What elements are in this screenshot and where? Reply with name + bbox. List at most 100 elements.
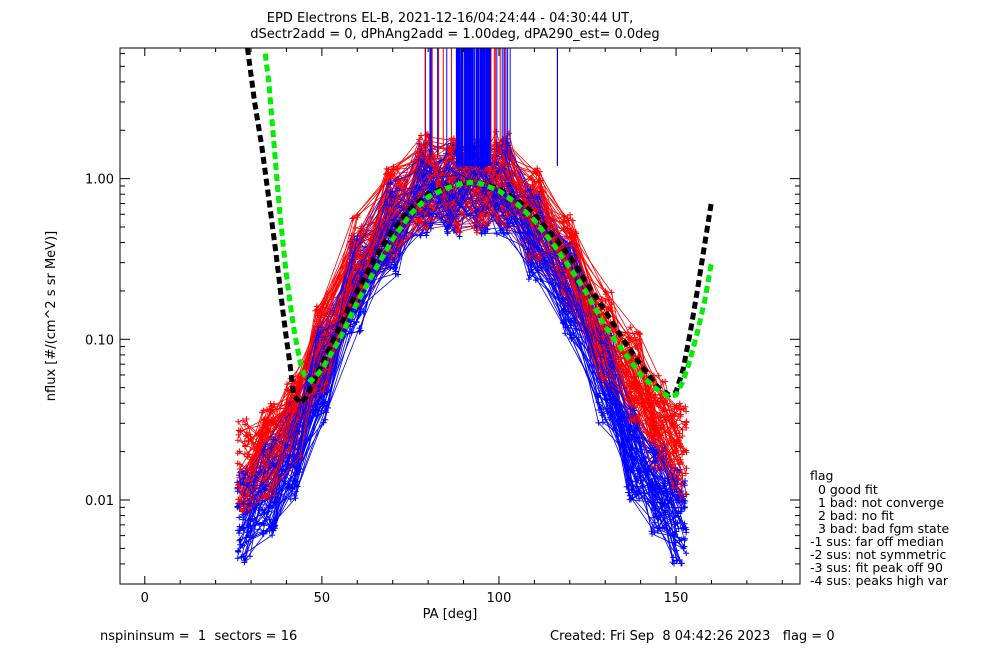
red-data-point: [629, 396, 636, 402]
blue-data-point: [261, 507, 268, 513]
red-data-point: [631, 416, 638, 423]
blue-data-point: [683, 529, 690, 536]
red-data-point: [263, 471, 270, 478]
blue-data-point: [428, 184, 435, 191]
red-data-point: [607, 304, 614, 311]
blue-data-point: [420, 213, 427, 220]
blue-data-point: [323, 373, 330, 379]
red-spectrum-line: [248, 134, 677, 455]
red-data-point: [355, 264, 362, 271]
red-data-point: [599, 374, 606, 381]
footer-created-info: Created: Fri Sep 8 04:42:26 2023 flag = …: [550, 629, 835, 644]
blue-data-point: [444, 230, 451, 237]
fit-green-curve: [262, 53, 714, 400]
red-data-point: [396, 177, 403, 184]
blue-data-point: [269, 532, 276, 539]
red-data-point: [234, 437, 241, 444]
red-data-point: [677, 411, 684, 418]
red-data-point: [628, 388, 634, 395]
red-data-point: [354, 214, 361, 221]
red-data-point: [473, 187, 480, 194]
red-data-point: [683, 465, 690, 472]
red-data-point: [351, 241, 358, 248]
x-tick-label: 100: [487, 591, 512, 606]
blue-data-point: [456, 233, 463, 240]
red-data-point: [628, 373, 635, 380]
red-data-point: [537, 168, 543, 175]
red-data-point: [284, 386, 291, 393]
red-spectrum-line: [250, 144, 675, 499]
red-data-point: [651, 421, 658, 428]
y-axis-label: nflux [#/(cm^2 s sr MeV)]: [44, 231, 59, 401]
red-data-point: [679, 451, 686, 458]
red-data-point: [247, 482, 254, 489]
red-data-point: [602, 298, 609, 305]
blue-spectrum-line: [238, 189, 686, 540]
blue-spectrum-line: [243, 168, 677, 532]
red-data-point: [286, 405, 293, 412]
legend-entry: 1 bad: not converge: [810, 495, 944, 510]
red-data-point: [526, 253, 533, 259]
x-axis-label: PA [deg]: [423, 607, 478, 622]
blue-data-point: [650, 482, 657, 489]
red-data-point: [568, 242, 575, 249]
red-data-point: [235, 496, 242, 503]
red-data-point: [427, 202, 434, 209]
blue-data-point: [630, 456, 637, 463]
red-data-point: [649, 463, 656, 470]
blue-data-point: [446, 216, 453, 223]
legend-title: flag: [810, 468, 833, 483]
blue-data-point: [567, 317, 574, 324]
red-data-point: [427, 174, 434, 181]
blue-data-point: [683, 550, 690, 557]
blue-data-point: [681, 500, 688, 507]
blue-data-point: [568, 336, 575, 342]
blue-data-point: [356, 328, 363, 335]
red-data-point: [241, 438, 248, 445]
blue-data-point: [238, 554, 245, 561]
blue-data-point: [264, 528, 270, 535]
blue-data-point: [661, 475, 668, 482]
blue-data-point: [322, 416, 329, 423]
blue-data-point: [562, 330, 569, 337]
blue-spectrum-line: [249, 187, 685, 509]
red-data-point: [450, 199, 457, 205]
x-tick-label: 150: [664, 591, 689, 606]
blue-data-point: [289, 451, 296, 458]
blue-data-point: [678, 508, 685, 515]
red-data-point: [605, 296, 612, 303]
red-data-point: [235, 418, 242, 425]
red-data-point: [650, 433, 657, 440]
blue-data-point: [678, 560, 685, 567]
red-data-point: [234, 450, 241, 457]
blue-data-point: [285, 481, 292, 487]
blue-data-point: [480, 188, 487, 194]
legend-entry: -3 sus: fit peak off 90: [810, 560, 943, 575]
red-data-point: [455, 221, 462, 228]
red-data-point: [320, 388, 327, 395]
red-data-point: [389, 206, 396, 212]
blue-data-point: [387, 264, 394, 271]
legend-entry: -1 sus: far off median: [810, 534, 944, 549]
red-data-point: [673, 430, 680, 437]
blue-data-point: [234, 488, 241, 495]
blue-data-point: [484, 226, 491, 233]
blue-data-point: [537, 209, 544, 216]
blue-data-point: [650, 458, 657, 465]
red-data-point: [608, 289, 615, 296]
blue-data-point: [534, 196, 541, 203]
red-data-point: [475, 220, 482, 227]
red-data-point: [529, 182, 536, 188]
blue-data-point: [314, 329, 321, 336]
blue-data-point: [527, 186, 534, 193]
blue-data-point: [630, 463, 637, 470]
red-data-point: [627, 417, 634, 424]
blue-data-point: [671, 560, 677, 567]
red-data-point: [503, 210, 510, 217]
blue-data-point: [674, 520, 681, 527]
blue-data-point: [236, 472, 242, 479]
blue-data-point: [423, 232, 430, 239]
red-data-point: [561, 213, 568, 220]
blue-data-point: [534, 246, 541, 252]
